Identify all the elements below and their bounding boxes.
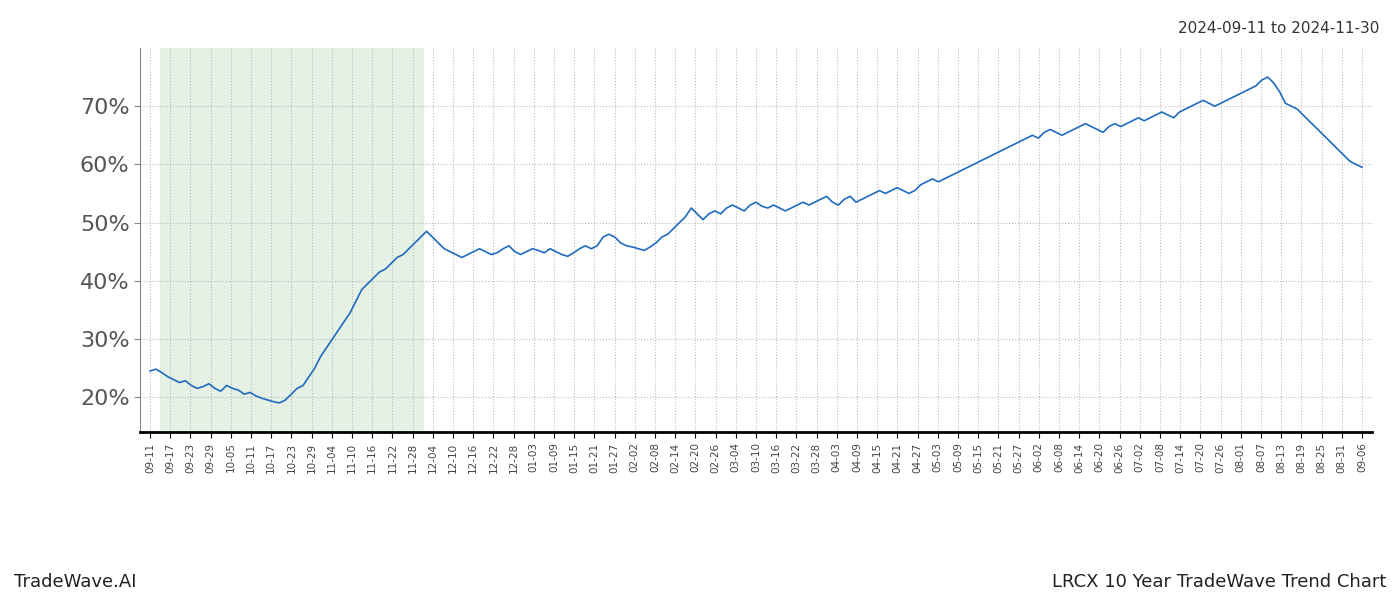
Text: LRCX 10 Year TradeWave Trend Chart: LRCX 10 Year TradeWave Trend Chart — [1051, 573, 1386, 591]
Bar — [160, 48, 423, 432]
Text: 2024-09-11 to 2024-11-30: 2024-09-11 to 2024-11-30 — [1177, 21, 1379, 36]
Text: TradeWave.AI: TradeWave.AI — [14, 573, 137, 591]
